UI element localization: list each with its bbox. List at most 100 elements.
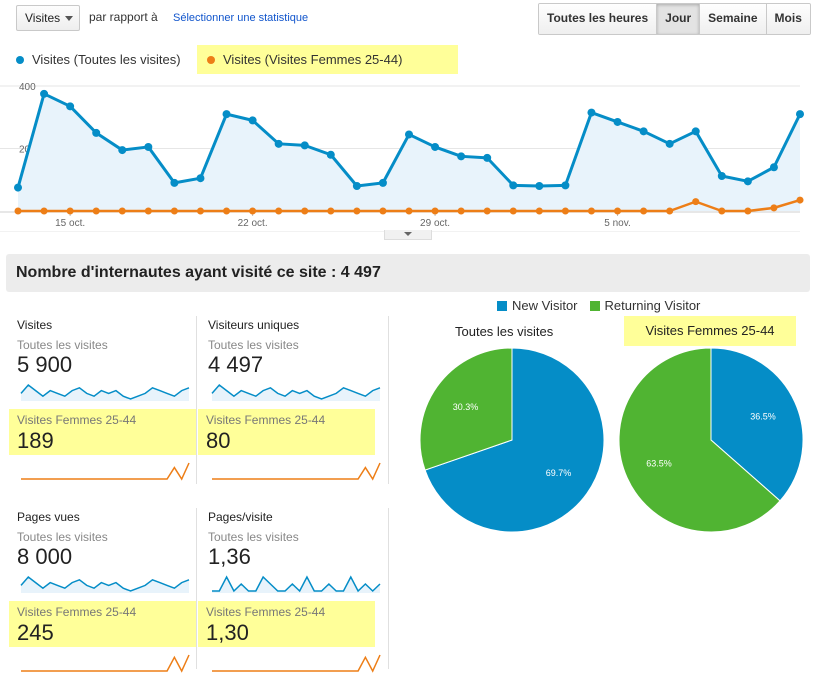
series-segment-point[interactable]	[66, 207, 74, 215]
series-segment-point[interactable]	[353, 207, 361, 215]
series-segment-point[interactable]	[718, 207, 726, 215]
sparkline-line	[212, 462, 381, 481]
pie-title-segment: Visites Femmes 25-44	[624, 316, 796, 346]
series-all-point[interactable]	[613, 117, 622, 126]
series-segment-point[interactable]	[614, 207, 622, 215]
series-all-point[interactable]	[92, 128, 101, 137]
series-segment-point[interactable]	[327, 207, 335, 215]
series-segment-point[interactable]	[301, 207, 309, 215]
series-segment-point[interactable]	[405, 207, 413, 215]
select-statistic-link[interactable]: Sélectionner une statistique	[173, 12, 309, 24]
metric-select[interactable]: Visites	[16, 5, 80, 31]
series-all-point[interactable]	[509, 181, 518, 190]
chart-expand-handle[interactable]	[384, 230, 432, 240]
series-all-point[interactable]	[587, 108, 596, 117]
period-hourly-button[interactable]: Toutes les heures	[539, 4, 658, 34]
series-segment-point[interactable]	[796, 196, 804, 204]
series-all-point[interactable]	[535, 182, 544, 190]
series-segment-point[interactable]	[196, 207, 204, 215]
series-all-point[interactable]	[483, 153, 492, 162]
series-segment-point[interactable]	[587, 207, 595, 215]
series-all-point[interactable]	[665, 139, 674, 148]
series-all-point[interactable]	[14, 183, 22, 192]
series-all-point[interactable]	[66, 102, 75, 111]
metric-segment-label: Visites Femmes 25-44	[17, 413, 137, 427]
sparkline-area	[212, 385, 380, 401]
series-segment-point[interactable]	[249, 207, 257, 215]
series-all-point[interactable]	[639, 127, 648, 136]
series-segment-point[interactable]	[770, 204, 778, 212]
series-segment-point[interactable]	[457, 207, 465, 215]
sparkline-line	[21, 462, 190, 481]
period-week-button[interactable]: Semaine	[700, 4, 767, 34]
series-segment-point[interactable]	[744, 207, 752, 215]
period-day-button[interactable]: Jour	[657, 4, 701, 34]
series-all-point[interactable]	[326, 150, 335, 159]
metric-segment-value: 1,30	[206, 620, 249, 645]
metric-tile[interactable]: Visiteurs uniques Toutes les visites 4 4…	[208, 318, 388, 378]
series-segment-point[interactable]	[666, 207, 674, 215]
series-segment-point[interactable]	[483, 207, 491, 215]
legend-series-segment-label: Visites (Visites Femmes 25-44)	[223, 52, 403, 67]
series-all-point[interactable]	[40, 89, 49, 98]
metric-all-value: 4 497	[208, 352, 264, 377]
series-all-point[interactable]	[796, 110, 804, 119]
series-segment-point[interactable]	[561, 207, 569, 215]
period-month-button[interactable]: Mois	[766, 4, 810, 34]
pie-slice-new[interactable]	[710, 347, 804, 502]
series-segment-point[interactable]	[14, 207, 22, 215]
series-all-point[interactable]	[196, 174, 205, 183]
metric-segment-sparkline	[21, 654, 190, 673]
metric-segment-highlight: Visites Femmes 25-44 80	[198, 409, 375, 455]
series-segment-point[interactable]	[92, 207, 100, 215]
pie-slice-returning[interactable]	[419, 347, 513, 471]
metric-segment-value: 245	[17, 620, 54, 645]
series-segment-point[interactable]	[535, 207, 543, 215]
series-all-point[interactable]	[717, 172, 726, 180]
series-all-point[interactable]	[300, 141, 309, 150]
series-segment-point[interactable]	[379, 207, 387, 215]
metric-segment-sparkline	[21, 462, 190, 481]
series-segment-point[interactable]	[431, 207, 439, 215]
series-segment-point[interactable]	[118, 207, 126, 215]
series-all-point[interactable]	[352, 182, 361, 190]
pie-slice-returning[interactable]	[618, 347, 781, 533]
pie-legend-new: New Visitor	[512, 298, 578, 313]
chevron-down-icon	[404, 232, 412, 236]
metric-tile[interactable]: Pages vues Toutes les visites 8 000	[17, 510, 197, 570]
metric-all-sparkline	[212, 575, 381, 593]
sparkline-area	[212, 577, 380, 593]
series-all-point[interactable]	[769, 163, 778, 172]
series-all-point[interactable]	[118, 146, 127, 155]
series-all-point[interactable]	[378, 178, 387, 187]
series-all-point[interactable]	[405, 130, 413, 139]
series-all-point[interactable]	[144, 142, 153, 151]
pie-slice-new[interactable]	[424, 347, 605, 533]
metric-tile[interactable]: Visites Toutes les visites 5 900	[17, 318, 197, 378]
series-segment-point[interactable]	[223, 207, 231, 215]
series-all-point[interactable]	[274, 139, 283, 148]
series-all-point[interactable]	[457, 152, 466, 161]
series-segment-point[interactable]	[40, 207, 48, 215]
series-all-point[interactable]	[561, 181, 570, 190]
series-all-point[interactable]	[431, 142, 440, 151]
legend-series-segment[interactable]: Visites (Visites Femmes 25-44)	[197, 45, 458, 74]
legend-series-all[interactable]: Visites (Toutes les visites)	[16, 52, 181, 67]
metric-tile[interactable]: Pages/visite Toutes les visites 1,36	[208, 510, 388, 570]
sparkline-area	[21, 385, 189, 401]
series-segment-point[interactable]	[144, 207, 152, 215]
metric-title: Pages vues	[17, 510, 80, 524]
series-all-point[interactable]	[222, 110, 231, 119]
series-segment-point[interactable]	[275, 207, 283, 215]
sparkline-line	[20, 383, 190, 400]
series-all-point[interactable]	[691, 127, 700, 136]
series-all-point[interactable]	[170, 178, 179, 187]
series-segment-point[interactable]	[509, 207, 517, 215]
series-segment-point[interactable]	[692, 198, 700, 206]
series-segment-point[interactable]	[170, 207, 178, 215]
chevron-down-icon	[65, 16, 73, 21]
series-segment-point[interactable]	[640, 207, 648, 215]
series-all-point[interactable]	[743, 177, 752, 186]
tile-divider	[388, 508, 389, 669]
series-all-point[interactable]	[248, 116, 257, 125]
